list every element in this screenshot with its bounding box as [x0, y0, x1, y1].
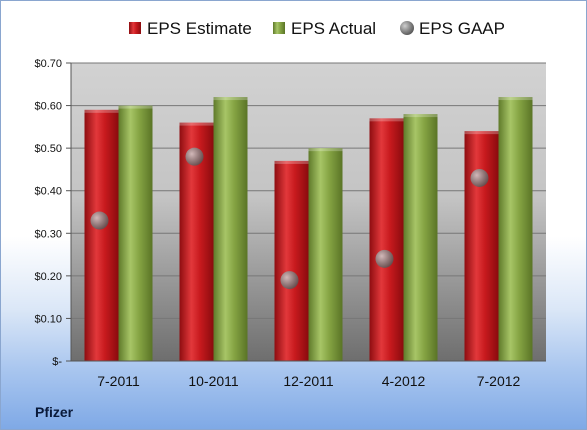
eps-actual-bar — [308, 148, 343, 361]
company-label: Pfizer — [35, 404, 74, 420]
legend-swatch — [273, 22, 285, 34]
x-tick-label: 10-2011 — [188, 373, 239, 389]
x-tick-label: 12-2011 — [283, 373, 334, 389]
eps-gaap-point — [470, 168, 489, 187]
eps-actual-bar — [498, 97, 533, 362]
eps-estimate-bar-cap — [369, 118, 404, 122]
legend-swatch — [400, 21, 414, 35]
eps-actual-bar — [403, 114, 438, 361]
y-tick-label: $0.40 — [34, 186, 62, 198]
x-axis: 7-2011 10-2011 12-2011 4-2012 7-2012 — [71, 360, 546, 389]
legend: EPS Estimate EPS Actual EPS GAAP — [129, 19, 505, 38]
eps-estimate-bar-cap — [179, 122, 214, 126]
eps-gaap-point — [280, 271, 299, 290]
x-tick-label: 4-2012 — [382, 373, 426, 389]
eps-estimate-bar — [464, 131, 499, 361]
eps-estimate-bar-cap — [274, 160, 309, 164]
legend-label: EPS Actual — [291, 19, 376, 38]
eps-estimate-bar — [369, 118, 404, 361]
y-axis: $- $0.10 $0.20 $0.30 $0.40 $0.50 $0.60 $0.70 — [34, 58, 72, 368]
eps-actual-bar — [118, 105, 153, 361]
bars — [84, 97, 533, 362]
eps-actual-bar-cap — [213, 97, 248, 101]
eps-estimate-bar — [274, 160, 309, 361]
eps-actual-bar-cap — [118, 105, 153, 109]
eps-actual-bar-cap — [308, 148, 343, 152]
x-tick-label: 7-2012 — [477, 373, 521, 389]
eps-estimate-bar — [84, 109, 119, 361]
y-tick-label: $0.20 — [34, 271, 62, 283]
y-tick-label: $0.50 — [34, 143, 62, 155]
y-tick-label: $0.30 — [34, 228, 62, 240]
legend-swatch — [129, 22, 141, 34]
eps-gaap-point — [185, 147, 204, 166]
eps-estimate-bar-cap — [84, 109, 119, 113]
y-tick-label: $0.60 — [34, 101, 62, 113]
y-tick-label: $0.10 — [34, 313, 62, 325]
gaap-points — [90, 147, 489, 290]
eps-gaap-point — [90, 211, 109, 230]
x-tick-label: 7-2011 — [97, 373, 140, 389]
eps-actual-bar — [213, 97, 248, 362]
y-tick-label: $0.70 — [34, 58, 62, 70]
eps-actual-bar-cap — [498, 97, 533, 101]
eps-estimate-bar-cap — [464, 131, 499, 135]
y-tick-label: $- — [52, 356, 62, 368]
eps-actual-bar-cap — [403, 114, 438, 118]
legend-label: EPS Estimate — [147, 19, 252, 38]
eps-gaap-point — [375, 249, 394, 268]
legend-label: EPS GAAP — [419, 19, 505, 38]
